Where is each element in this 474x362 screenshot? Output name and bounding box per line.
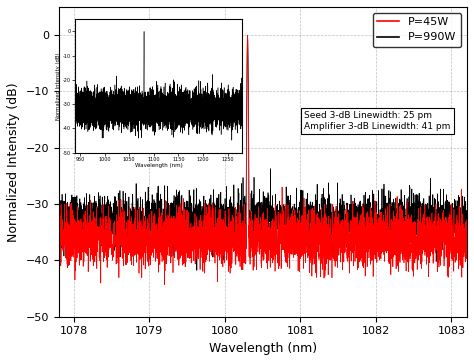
Text: Seed 3-dB Linewidth: 25 pm
Amplifier 3-dB Linewidth: 41 pm: Seed 3-dB Linewidth: 25 pm Amplifier 3-d… xyxy=(304,111,451,131)
Line: P=45W: P=45W xyxy=(59,35,466,285)
X-axis label: Wavelength (nm): Wavelength (nm) xyxy=(209,342,317,355)
P=990W xyxy=(431,206,437,210)
P=45W xyxy=(352,240,358,245)
P=990W xyxy=(352,210,358,214)
P=45W xyxy=(230,224,236,228)
P=45W xyxy=(162,282,167,287)
P=45W xyxy=(464,236,469,241)
Legend: P=45W, P=990W: P=45W, P=990W xyxy=(373,13,461,47)
P=45W xyxy=(228,242,233,246)
P=990W xyxy=(250,213,255,218)
Y-axis label: Normalized Intensity (dB): Normalized Intensity (dB) xyxy=(7,82,20,242)
P=990W xyxy=(451,222,457,227)
P=45W xyxy=(250,230,255,234)
P=990W xyxy=(464,210,469,214)
P=990W xyxy=(56,207,62,212)
P=990W xyxy=(230,206,236,211)
P=990W xyxy=(245,33,250,37)
P=45W xyxy=(431,223,437,227)
P=45W xyxy=(245,33,250,38)
P=45W xyxy=(56,217,62,221)
Line: P=990W: P=990W xyxy=(59,35,466,270)
P=45W xyxy=(451,254,457,258)
P=990W xyxy=(228,206,233,210)
P=990W xyxy=(194,268,200,273)
